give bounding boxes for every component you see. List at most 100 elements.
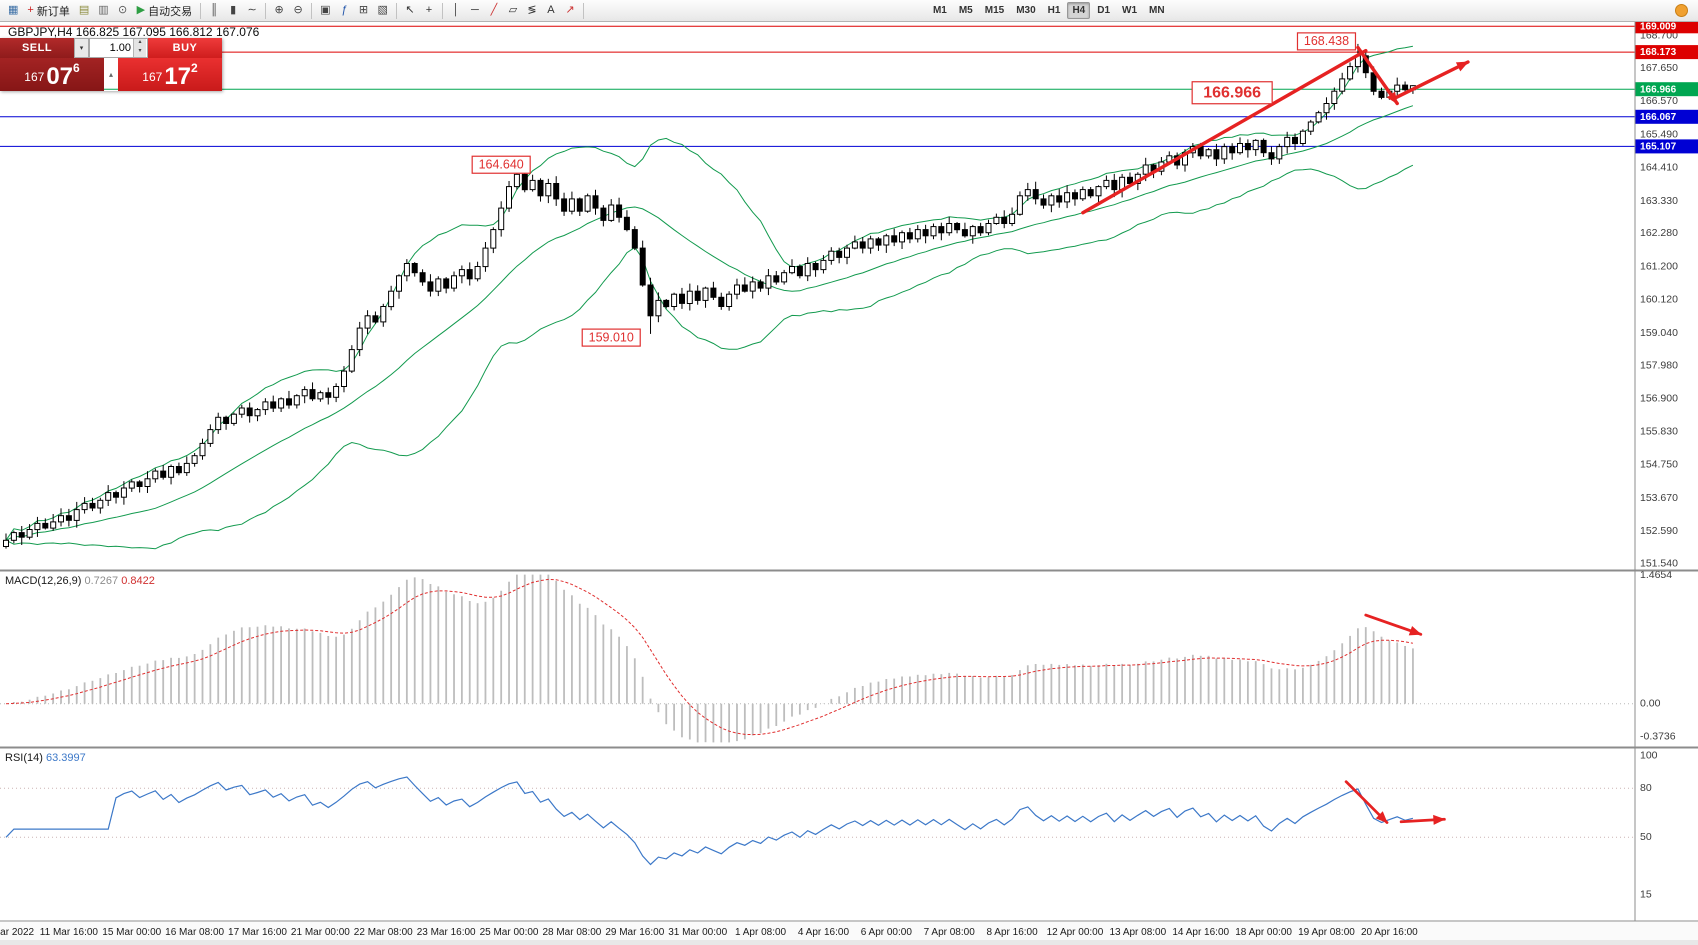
tile-windows-icon[interactable]: ▣	[316, 2, 334, 20]
bar-chart-type-icon: ║	[210, 4, 219, 16]
indicators-icon: ƒ	[341, 4, 348, 16]
profiles-icon: ▤	[78, 4, 90, 16]
svg-text:164.640: 164.640	[479, 158, 524, 172]
new-order-button[interactable]: + 新订单	[23, 2, 73, 20]
trade-panel-top-row: SELL BUY	[0, 38, 222, 58]
svg-text:153.670: 153.670	[1640, 492, 1678, 504]
community-icon[interactable]	[1675, 4, 1688, 17]
trend-arrows	[1081, 45, 1470, 215]
svg-text:19 Apr 08:00: 19 Apr 08:00	[1298, 927, 1355, 938]
templates-icon[interactable]: ▧	[374, 2, 392, 20]
chart-window-icon[interactable]: ▦	[4, 2, 22, 20]
arrows-icon: ↗	[565, 4, 575, 16]
sell-button[interactable]: SELL	[0, 38, 74, 58]
chart-ohlc-header: GBPJPY,H4 166.825 167.095 166.812 167.07…	[8, 25, 260, 39]
text-label-icon[interactable]: A	[542, 2, 560, 20]
svg-text:8 Apr 16:00: 8 Apr 16:00	[987, 927, 1039, 938]
buy-price-button[interactable]: 167 17 2	[118, 58, 222, 91]
rsi-line	[5, 776, 1414, 866]
bollinger-bands	[5, 45, 1414, 550]
macd-label-text: MACD(12,26,9)	[5, 575, 82, 587]
fibonacci-icon[interactable]: ≶	[523, 2, 541, 20]
horizontal-line-icon[interactable]: ─	[466, 2, 484, 20]
cursor-icon[interactable]: ↖	[401, 2, 419, 20]
svg-text:160.120: 160.120	[1640, 294, 1678, 306]
svg-text:166.966: 166.966	[1640, 84, 1677, 95]
volume-input[interactable]	[90, 39, 133, 57]
timeframe-M1[interactable]: M1	[932, 5, 947, 16]
rsi-label-text: RSI(14)	[5, 752, 43, 764]
volume-up-button[interactable]	[133, 39, 146, 48]
auto-trading-button[interactable]: ▶ 自动交易	[133, 2, 196, 20]
svg-text:168.438: 168.438	[1304, 34, 1349, 48]
vertical-line-icon: │	[452, 4, 460, 16]
svg-text:11 Mar 16:00: 11 Mar 16:00	[40, 927, 99, 938]
svg-text:28 Mar 08:00: 28 Mar 08:00	[542, 927, 601, 938]
timeframe-M15[interactable]: M15	[984, 5, 1005, 16]
trade-panel-dropdown-icon[interactable]	[74, 38, 89, 58]
volume-input-wrap	[89, 38, 148, 58]
svg-text:159.010: 159.010	[589, 330, 634, 344]
channel-icon: ▱	[508, 4, 518, 16]
toolbar-separator	[582, 2, 584, 19]
profiles-icon[interactable]: ▤	[75, 2, 93, 20]
indicators-icon[interactable]: ƒ	[336, 2, 354, 20]
toolbar: ▦ + 新订单 ▤ ▥ ⊙ ▶ 自动交易 ║ ▮ ∼ ⊕ ⊖ ▣ ƒ ⊞ ▧ ↖ + │ ─ ╱ ▱ ≶ A ↗ M1 M5 M15 M3…	[0, 0, 1698, 22]
sell-price-button[interactable]: 167 07 6	[0, 58, 104, 91]
zoom-in-icon: ⊕	[274, 4, 284, 16]
svg-text:166.570: 166.570	[1640, 95, 1678, 107]
svg-text:29 Mar 16:00: 29 Mar 16:00	[605, 927, 664, 938]
timeframe-MN[interactable]: MN	[1149, 5, 1165, 16]
macd-indicator-label: MACD(12,26,9) 0.7267 0.8422	[5, 575, 155, 587]
zoom-out-icon[interactable]: ⊖	[289, 2, 307, 20]
arrows-icon[interactable]: ↗	[561, 2, 579, 20]
new-order-icon: +	[27, 4, 34, 16]
svg-text:154.750: 154.750	[1640, 459, 1678, 471]
toolbar-separator	[395, 2, 397, 19]
timeframe-H4[interactable]: H4	[1067, 2, 1091, 19]
panel-separators[interactable]	[0, 569, 1698, 749]
candlestick-chart-type-icon[interactable]: ▮	[224, 2, 242, 20]
bar-chart-type-icon[interactable]: ║	[205, 2, 223, 20]
price-axis[interactable]: 168.700167.650166.570165.490164.410163.3…	[1634, 19, 1698, 921]
candlestick-chart-type-icon: ▮	[230, 4, 237, 16]
text-label-icon: A	[547, 4, 555, 16]
strategy-tester-icon[interactable]: ⊙	[114, 2, 132, 20]
templates-icon: ▧	[377, 4, 388, 16]
line-chart-type-icon[interactable]: ∼	[243, 2, 261, 20]
svg-text:15 Mar 00:00: 15 Mar 00:00	[102, 927, 161, 938]
svg-text:22 Mar 08:00: 22 Mar 08:00	[354, 927, 413, 938]
timeframe-H1[interactable]: H1	[1047, 5, 1061, 16]
svg-text:0.00: 0.00	[1640, 698, 1661, 710]
svg-text:-0.3736: -0.3736	[1640, 730, 1676, 742]
cursor-icon: ↖	[405, 4, 415, 16]
svg-text:1 Apr 08:00: 1 Apr 08:00	[735, 927, 787, 938]
strategy-tester-icon: ⊙	[118, 4, 128, 16]
vertical-line-icon[interactable]: │	[447, 2, 465, 20]
buy-button[interactable]: BUY	[148, 38, 222, 58]
trendline-icon[interactable]: ╱	[485, 2, 503, 20]
svg-text:80: 80	[1640, 782, 1652, 794]
svg-text:15: 15	[1640, 888, 1652, 900]
sell-price-sup: 6	[73, 61, 80, 75]
svg-text:31 Mar 00:00: 31 Mar 00:00	[668, 927, 727, 938]
timeframe-M30[interactable]: M30	[1016, 5, 1036, 16]
volume-down-button[interactable]	[133, 48, 146, 57]
crosshair-icon[interactable]: +	[420, 2, 438, 20]
channel-icon[interactable]: ▱	[504, 2, 522, 20]
macd-value-main: 0.7267	[84, 575, 119, 587]
data-window-icon[interactable]: ▥	[94, 2, 112, 20]
buy-price-big: 17	[164, 63, 192, 90]
tile-windows-icon: ▣	[320, 4, 331, 16]
zoom-in-icon[interactable]: ⊕	[270, 2, 288, 20]
svg-text:169.009: 169.009	[1640, 21, 1677, 32]
timeframe-W1[interactable]: W1	[1122, 5, 1138, 16]
timeframe-M5[interactable]: M5	[958, 5, 973, 16]
svg-text:100: 100	[1640, 749, 1658, 761]
svg-text:7 Apr 08:00: 7 Apr 08:00	[924, 927, 976, 938]
timeframe-D1[interactable]: D1	[1097, 5, 1111, 16]
periods-icon[interactable]: ⊞	[355, 2, 373, 20]
buy-price-sup: 2	[191, 61, 198, 75]
